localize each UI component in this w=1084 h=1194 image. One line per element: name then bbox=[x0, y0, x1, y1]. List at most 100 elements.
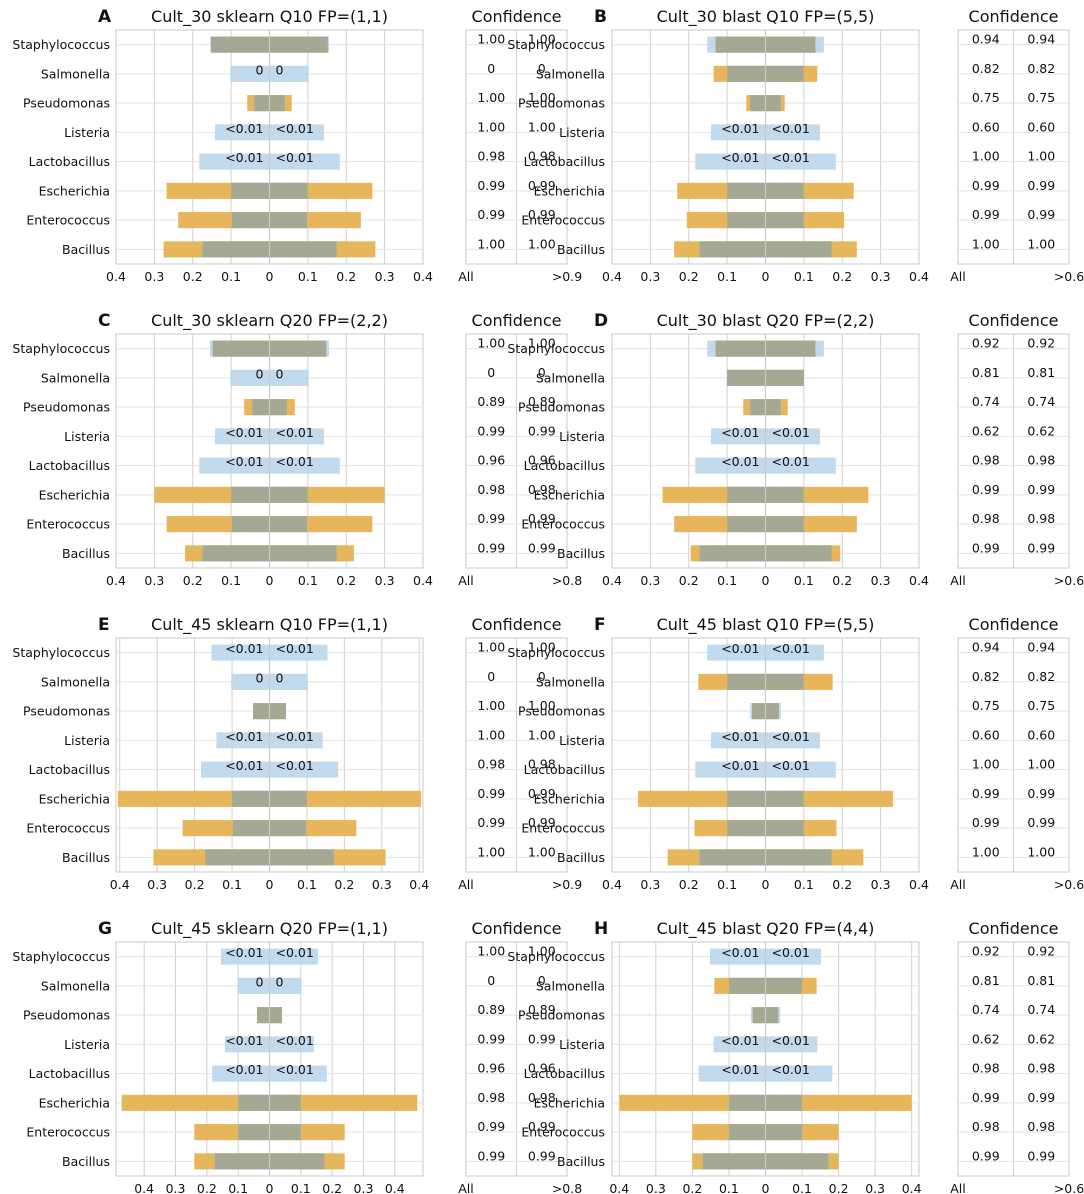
bar-annotation-right: <0.01 bbox=[276, 1033, 314, 1048]
confidence-threshold-value: 1.00 bbox=[1027, 149, 1055, 164]
confidence-all-value: 1.00 bbox=[477, 844, 505, 859]
confidence-threshold-value: 0.62 bbox=[1027, 1031, 1055, 1046]
confidence-all-value: 1.00 bbox=[477, 119, 505, 134]
category-label: Pseudomonas bbox=[23, 400, 110, 415]
panel-title: Cult_45 blast Q10 FP=(5,5) bbox=[657, 615, 875, 635]
x-tick-label: 0.3 bbox=[640, 269, 660, 284]
x-tick-label: 0.3 bbox=[640, 877, 660, 892]
confidence-threshold-value: 0 bbox=[538, 973, 546, 988]
x-tick-label: 0 bbox=[266, 573, 274, 588]
x-tick-label: 0.1 bbox=[794, 573, 814, 588]
category-label: Lactobacillus bbox=[29, 762, 110, 777]
bar-annotation-left: <0.01 bbox=[225, 150, 263, 165]
x-tick-label: 0 bbox=[762, 269, 770, 284]
confidence-all-value: 0.99 bbox=[477, 207, 505, 222]
confidence-all-value: 0.75 bbox=[972, 698, 1000, 713]
confidence-threshold-value: 0.60 bbox=[1027, 727, 1055, 742]
category-label: Escherichia bbox=[39, 791, 110, 806]
x-tick-label: 0 bbox=[762, 877, 770, 892]
bar-annotation-left: <0.01 bbox=[721, 1062, 759, 1077]
confidence-all-value: 0.94 bbox=[972, 32, 1000, 47]
confidence-xlabel-threshold: >0.6 bbox=[1054, 1181, 1084, 1194]
category-label: Lactobacillus bbox=[524, 154, 605, 169]
confidence-all-value: 0.62 bbox=[972, 423, 1000, 438]
category-label: Listeria bbox=[559, 733, 605, 748]
panel-H: <0.01 <0.01 <0.01 <0.01 <0.01 <0.01 Staphyloco… bbox=[507, 919, 1084, 1194]
confidence-all-value: 0.99 bbox=[477, 1031, 505, 1046]
category-label: Enterococcus bbox=[521, 517, 605, 532]
confidence-threshold-value: 0.82 bbox=[1027, 669, 1055, 684]
bar-annotation-left: <0.01 bbox=[721, 150, 759, 165]
confidence-all-value: 0.81 bbox=[972, 365, 1000, 380]
x-tick-label: 0.3 bbox=[871, 877, 891, 892]
confidence-panel: Confidence 1.00 1.00 0 0 0.89 0.89 0.99 0.99 0.96… bbox=[458, 919, 582, 1194]
confidence-threshold-value: 0.96 bbox=[528, 453, 556, 468]
category-label: Enterococcus bbox=[26, 1125, 110, 1140]
confidence-threshold-value: 0.98 bbox=[528, 149, 556, 164]
bar-annotation-left: <0.01 bbox=[721, 641, 759, 656]
panel-letter: B bbox=[594, 7, 607, 27]
bar-annotation-left: <0.01 bbox=[225, 121, 263, 136]
confidence-threshold-value: 1.00 bbox=[528, 336, 556, 351]
category-label: Lactobacillus bbox=[524, 458, 605, 473]
x-tick-label: 0.4 bbox=[909, 877, 929, 892]
x-tick-label: 0 bbox=[762, 1181, 770, 1194]
confidence-title: Confidence bbox=[472, 615, 562, 634]
confidence-threshold-value: 1.00 bbox=[528, 236, 556, 251]
bar-annotation-right: <0.01 bbox=[276, 454, 314, 469]
x-tick-label: 0.3 bbox=[871, 269, 891, 284]
confidence-threshold-value: 0.99 bbox=[1027, 1090, 1055, 1105]
category-label: Pseudomonas bbox=[23, 704, 110, 719]
x-tick-label: 0.4 bbox=[385, 1181, 405, 1194]
confidence-all-value: 0.99 bbox=[477, 1148, 505, 1163]
confidence-all-value: 0.99 bbox=[972, 1148, 1000, 1163]
confidence-panel: Confidence 0.94 0.94 0.82 0.82 0.75 0.75 0.60 0.… bbox=[950, 7, 1084, 284]
category-label: Listeria bbox=[559, 125, 605, 140]
bar-annotation-right: <0.01 bbox=[772, 1062, 810, 1077]
confidence-threshold-value: 0 bbox=[538, 365, 546, 380]
confidence-all-value: 0.99 bbox=[972, 540, 1000, 555]
x-tick-label: 0.1 bbox=[717, 269, 737, 284]
category-label: Pseudomonas bbox=[518, 1008, 605, 1023]
bar-annotation-left: <0.01 bbox=[225, 945, 263, 960]
category-label: Enterococcus bbox=[26, 213, 110, 228]
category-label: Listeria bbox=[64, 429, 110, 444]
confidence-xlabel-all: All bbox=[950, 573, 966, 588]
category-label: Staphylococcus bbox=[12, 37, 110, 52]
category-label: Staphylococcus bbox=[507, 341, 605, 356]
x-tick-label: 0.2 bbox=[679, 269, 699, 284]
panel-title: Cult_30 blast Q20 FP=(2,2) bbox=[657, 311, 875, 331]
confidence-threshold-value: 0 bbox=[538, 61, 546, 76]
category-label: Escherichia bbox=[39, 183, 110, 198]
confidence-threshold-value: 0.81 bbox=[1027, 973, 1055, 988]
bar-annotation-right: <0.01 bbox=[276, 121, 314, 136]
category-label: Bacillus bbox=[557, 850, 605, 865]
bar-annotation-right: <0.01 bbox=[276, 425, 314, 440]
confidence-all-value: 1.00 bbox=[477, 640, 505, 655]
category-label: Pseudomonas bbox=[518, 96, 605, 111]
confidence-all-value: 1.00 bbox=[477, 236, 505, 251]
confidence-all-value: 0.89 bbox=[477, 1002, 505, 1017]
confidence-panel: Confidence 0.92 0.92 0.81 0.81 0.74 0.74 0.62 0.… bbox=[950, 311, 1084, 588]
x-tick-label: 0.1 bbox=[221, 269, 241, 284]
confidence-threshold-value: 0.99 bbox=[1027, 540, 1055, 555]
x-tick-label: 0.4 bbox=[413, 573, 433, 588]
confidence-threshold-value: 1.00 bbox=[528, 119, 556, 134]
x-tick-label: 0.2 bbox=[183, 269, 203, 284]
confidence-all-value: 0.96 bbox=[477, 453, 505, 468]
confidence-all-value: 0.99 bbox=[972, 178, 1000, 193]
category-label: Bacillus bbox=[62, 1154, 110, 1169]
confidence-all-value: 0 bbox=[487, 365, 495, 380]
confidence-threshold-value: 0.92 bbox=[1027, 336, 1055, 351]
category-label: Listeria bbox=[64, 1037, 110, 1052]
bar-annotation-right: <0.01 bbox=[276, 641, 314, 656]
category-label: Bacillus bbox=[557, 1154, 605, 1169]
confidence-xlabel-all: All bbox=[950, 877, 966, 892]
category-label: Staphylococcus bbox=[12, 645, 110, 660]
bar-annotation-left: <0.01 bbox=[225, 1062, 263, 1077]
panel-letter: H bbox=[594, 919, 608, 939]
x-tick-label: 0.2 bbox=[832, 877, 852, 892]
confidence-threshold-value: 0.99 bbox=[528, 423, 556, 438]
x-tick-label: 0.1 bbox=[228, 1181, 248, 1194]
x-tick-label: 0.1 bbox=[717, 573, 737, 588]
